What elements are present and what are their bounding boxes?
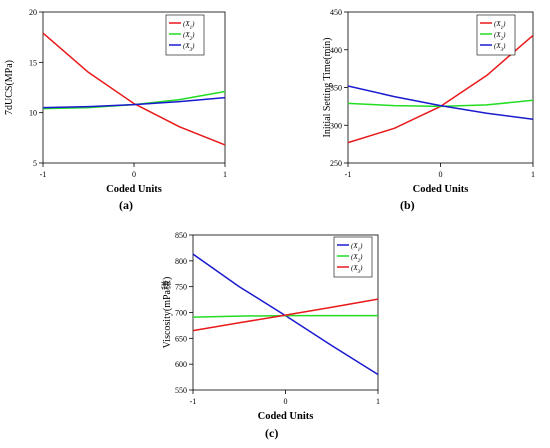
y-tick-label: 400: [330, 46, 342, 55]
series-line-3: [192, 298, 379, 332]
y-tick-label: 250: [330, 159, 342, 168]
legend-box: [476, 14, 516, 56]
y-tick-label: 700: [175, 309, 187, 318]
y-tick-label: 450: [330, 8, 342, 17]
x-tick-label: 0: [439, 170, 443, 179]
chart-panel-b: -1 0 1 250 300 350 400 450 Coded Units Initial Se…: [322, 8, 535, 195]
y-tick-label: 600: [175, 360, 187, 369]
y-tick-label: 750: [175, 283, 187, 292]
y-tick-label: 850: [175, 231, 187, 240]
x-tick-label: -1: [345, 170, 352, 179]
legend-label: (X3): [183, 42, 195, 53]
x-axis-label: Coded Units: [106, 184, 162, 195]
y-tick-label: 300: [330, 121, 342, 130]
y-axis-label: Viscosity(mPa稴): [160, 277, 173, 349]
y-tick-label: 5: [33, 159, 37, 168]
caption-c: (c): [265, 426, 279, 440]
caption-b: (b): [400, 198, 415, 212]
x-axis-label: Coded Units: [258, 411, 314, 422]
legend-label: (X1): [351, 242, 363, 253]
legend-label: (X3): [351, 264, 363, 275]
legend-label: (X1): [494, 20, 506, 31]
x-axis-label: Coded Units: [413, 184, 469, 195]
series-line-3: [347, 85, 534, 120]
legend-label: (X1): [183, 20, 195, 31]
series-line-3: [42, 96, 226, 109]
legend-label: (X2): [183, 31, 195, 42]
x-tick-label: 1: [376, 397, 380, 406]
y-tick-label: 350: [330, 84, 342, 93]
x-tick-label: -1: [40, 170, 47, 179]
legend-label: (X3): [494, 42, 506, 53]
x-tick-label: 1: [223, 170, 227, 179]
y-tick-label: 800: [175, 257, 187, 266]
caption-a: (a): [119, 198, 133, 212]
series-line-2: [347, 99, 534, 108]
legend-box: [165, 14, 205, 56]
y-tick-label: 650: [175, 334, 187, 343]
y-axis-label: Initial Setting Time(min): [322, 37, 333, 137]
y-axis-label: 7dUCS(MPa): [4, 60, 15, 115]
y-tick-label: 550: [175, 386, 187, 395]
y-tick-label: 15: [29, 58, 37, 67]
x-tick-label: -1: [190, 397, 197, 406]
x-tick-label: 0: [284, 397, 288, 406]
legend-label: (X2): [494, 31, 506, 42]
legend-label: (X2): [351, 253, 363, 264]
y-tick-label: 20: [29, 8, 37, 17]
chart-panel-c: -1 0 1 550 600 650 700 750 800 850 Coded Units Visc…: [160, 231, 380, 422]
x-tick-label: 1: [531, 170, 535, 179]
series-line-1: [42, 32, 226, 146]
x-tick-label: 0: [132, 170, 136, 179]
y-tick-label: 10: [29, 109, 37, 118]
legend-box: [333, 236, 373, 278]
